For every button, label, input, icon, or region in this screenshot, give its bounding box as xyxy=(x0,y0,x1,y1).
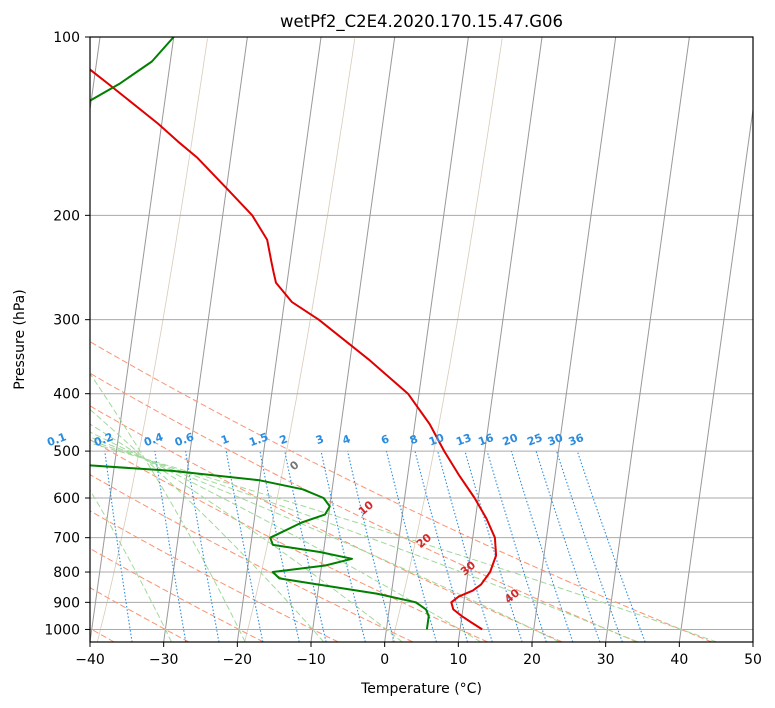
mixing-ratio-line xyxy=(535,450,601,642)
isotherm-line xyxy=(605,37,690,642)
x-tick-label: −20 xyxy=(223,652,253,668)
moist-adiabat-line xyxy=(90,408,325,642)
dewpoint-profile xyxy=(90,37,430,630)
moist-adiabat-line xyxy=(90,439,639,642)
x-tick-label: −30 xyxy=(149,652,179,668)
moist-adiabat-line xyxy=(90,489,172,642)
mixing-ratio-line xyxy=(284,450,327,642)
chart-title: wetPf2_C2E4.2020.170.15.47.G06 xyxy=(280,12,563,32)
background-curve xyxy=(96,38,208,642)
y-axis-label: Pressure (hPa) xyxy=(12,289,28,389)
mixing-ratio-line xyxy=(486,450,547,642)
mixing-ratio-label: 0.4 xyxy=(142,430,165,449)
isotherm-line xyxy=(457,37,543,642)
x-tick-label: 40 xyxy=(670,652,688,668)
mixing-ratio-label: 20 xyxy=(501,431,520,449)
reference-lines xyxy=(90,341,717,642)
mixing-ratio-label: 0.6 xyxy=(173,430,196,449)
x-tick-label: 10 xyxy=(449,652,467,668)
isotherm-line xyxy=(236,37,322,642)
y-tick-label: 1000 xyxy=(44,622,80,638)
mixing-ratio-label: 2 xyxy=(278,432,290,447)
dry-adiabat-line xyxy=(90,405,563,642)
y-tick-label: 100 xyxy=(53,30,80,46)
mixing-ratio-label: 16 xyxy=(477,431,496,449)
moist-adiabat-line xyxy=(90,436,560,642)
x-tick-label: 30 xyxy=(597,652,615,668)
profile-series xyxy=(90,37,498,631)
y-tick-label: 200 xyxy=(53,208,80,224)
y-axis-ticks: 100 200 300 400 500 600 700 800 900 1000 xyxy=(44,30,90,638)
moist-adiabat-line xyxy=(90,372,246,642)
dry-adiabat-line xyxy=(90,547,264,642)
mixing-ratio-line xyxy=(347,450,395,642)
mixing-ratio-label: 6 xyxy=(379,432,391,447)
isotherm-line xyxy=(310,37,396,642)
mixing-ratio-label: 10 xyxy=(427,431,446,449)
mixing-ratio-label: 0.2 xyxy=(92,430,115,449)
mixing-ratio-line xyxy=(259,451,300,642)
mixing-ratio-label: 8 xyxy=(408,432,420,447)
mixing-ratio-label: 1.5 xyxy=(247,430,270,449)
y-tick-label: 400 xyxy=(53,387,80,403)
y-tick-label: 800 xyxy=(53,565,80,581)
y-tick-label: 500 xyxy=(53,444,80,460)
dry-adiabat-line xyxy=(90,341,712,642)
mixing-ratio-label: 25 xyxy=(525,431,544,448)
grid-layer xyxy=(90,37,753,642)
y-tick-label: 300 xyxy=(53,313,80,329)
reference-labels: -100-90-80-70-60-50-40-30-20-100.10.20.4… xyxy=(45,430,586,606)
isotherm-line xyxy=(163,37,248,642)
mixing-ratio-label: 1 xyxy=(219,432,231,447)
isotherm-line xyxy=(678,105,753,642)
mixing-ratio-line xyxy=(320,450,366,642)
y-tick-label: 900 xyxy=(53,595,80,611)
moist-adiabat-line xyxy=(90,442,717,642)
mixing-ratio-label: 36 xyxy=(567,431,586,449)
mixing-ratio-line xyxy=(437,450,493,642)
dry-adiabat-line xyxy=(90,439,488,642)
mixing-ratio-line xyxy=(385,450,437,642)
x-tick-label: −10 xyxy=(296,652,326,668)
mixing-ratio-label: 3 xyxy=(314,432,326,447)
mixing-ratio-label: 0.1 xyxy=(45,430,68,449)
x-axis-label: Temperature (°C) xyxy=(360,681,482,697)
isotherm-line xyxy=(384,37,469,642)
isotherm-line xyxy=(531,37,617,642)
y-tick-label: 600 xyxy=(53,491,80,507)
mixing-ratio-label: 13 xyxy=(454,431,473,448)
plot-frame xyxy=(89,36,754,643)
mixing-ratio-line xyxy=(414,450,469,642)
moist-adiabat-line xyxy=(90,423,403,642)
mixing-ratio-label: 30 xyxy=(546,431,565,449)
x-axis-ticks: −40 −30 −20 −10 0 10 20 30 40 50 xyxy=(75,642,762,668)
mixing-ratio-line xyxy=(510,450,574,642)
x-tick-label: 20 xyxy=(523,652,541,668)
mixing-ratio-line xyxy=(464,450,523,642)
mixing-ratio-line xyxy=(576,450,646,642)
dry-adiabat-line xyxy=(90,474,414,642)
x-tick-label: −40 xyxy=(75,652,105,668)
mixing-ratio-label: 4 xyxy=(341,432,353,447)
temperature-profile xyxy=(90,68,498,631)
x-tick-label: 0 xyxy=(380,652,389,668)
x-tick-label: 50 xyxy=(744,652,762,668)
mixing-ratio-line xyxy=(556,450,623,642)
dry-adiabat-line xyxy=(90,372,638,642)
y-tick-label: 700 xyxy=(53,531,80,547)
isotherm-line xyxy=(90,37,175,642)
